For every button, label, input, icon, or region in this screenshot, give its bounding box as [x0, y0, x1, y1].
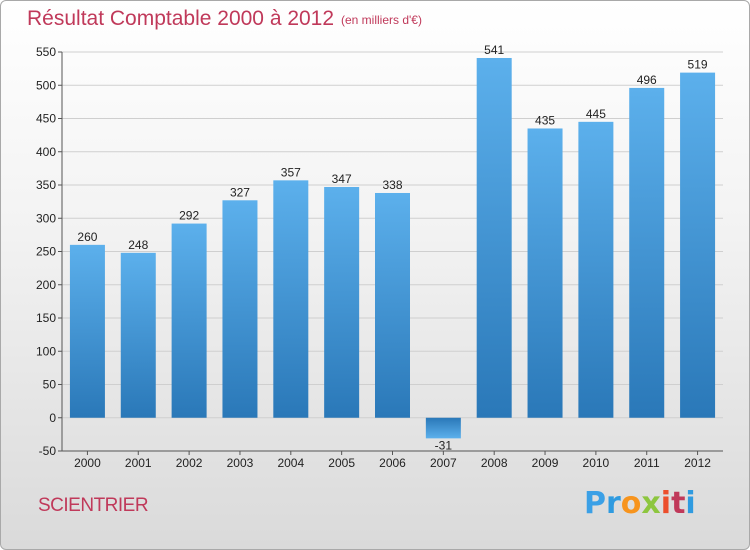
data-label: 338 [382, 178, 402, 192]
y-tick-label: 0 [49, 411, 56, 425]
data-label: 248 [128, 238, 148, 252]
data-label: 445 [586, 107, 606, 121]
bar [527, 128, 563, 418]
y-tick-label: 550 [36, 45, 56, 59]
y-tick-label: 200 [36, 278, 56, 292]
x-tick-label: 2002 [176, 456, 203, 470]
y-tick-label: 500 [36, 78, 56, 92]
chart-title: Résultat Comptable 2000 à 2012 [27, 7, 335, 30]
proxiti-logo: Proxiti [584, 486, 696, 521]
data-label: 519 [688, 58, 708, 72]
x-tick-label: 2008 [481, 456, 508, 470]
bar [578, 121, 614, 418]
x-tick-label: 2006 [379, 456, 406, 470]
x-tick-label: 2009 [532, 456, 559, 470]
data-label: 292 [179, 209, 199, 223]
data-label: -31 [435, 438, 453, 452]
data-label: 541 [484, 43, 504, 57]
y-tick-label: 350 [36, 178, 56, 192]
x-tick-label: 2010 [583, 456, 610, 470]
x-tick-label: 2005 [328, 456, 355, 470]
data-label: 327 [230, 185, 250, 199]
bar [273, 180, 309, 418]
bar [680, 72, 716, 418]
data-label: 357 [281, 165, 301, 179]
bar [375, 192, 410, 418]
data-label: 347 [332, 172, 352, 186]
x-tick-label: 2007 [430, 456, 457, 470]
bar [69, 244, 105, 418]
bar [476, 57, 512, 418]
x-tick-label: 2012 [684, 456, 711, 470]
y-tick-label: 400 [36, 145, 56, 159]
y-tick-label: 150 [36, 311, 56, 325]
bar [222, 200, 258, 418]
x-tick-label: 2001 [125, 456, 152, 470]
bar [120, 252, 156, 418]
bar [171, 223, 207, 418]
x-tick-label: 2004 [277, 456, 304, 470]
bar [629, 87, 665, 418]
y-tick-label: 250 [36, 245, 56, 259]
data-label: 496 [637, 73, 657, 87]
bar [425, 417, 461, 439]
x-tick-label: 2011 [634, 456, 660, 470]
chart-subtitle: (en milliers d'€) [341, 13, 422, 27]
x-tick-label: 2000 [74, 456, 101, 470]
y-tick-label: 450 [36, 112, 56, 126]
y-tick-label: 50 [43, 378, 57, 392]
y-tick-label: 300 [36, 211, 56, 225]
data-label: 435 [535, 113, 555, 127]
commune-name: SCIENTRIER [38, 495, 149, 516]
y-tick-label: -50 [39, 444, 57, 458]
bar [324, 186, 360, 418]
data-label: 260 [77, 230, 97, 244]
x-tick-label: 2003 [227, 456, 254, 470]
y-tick-label: 100 [36, 344, 56, 358]
